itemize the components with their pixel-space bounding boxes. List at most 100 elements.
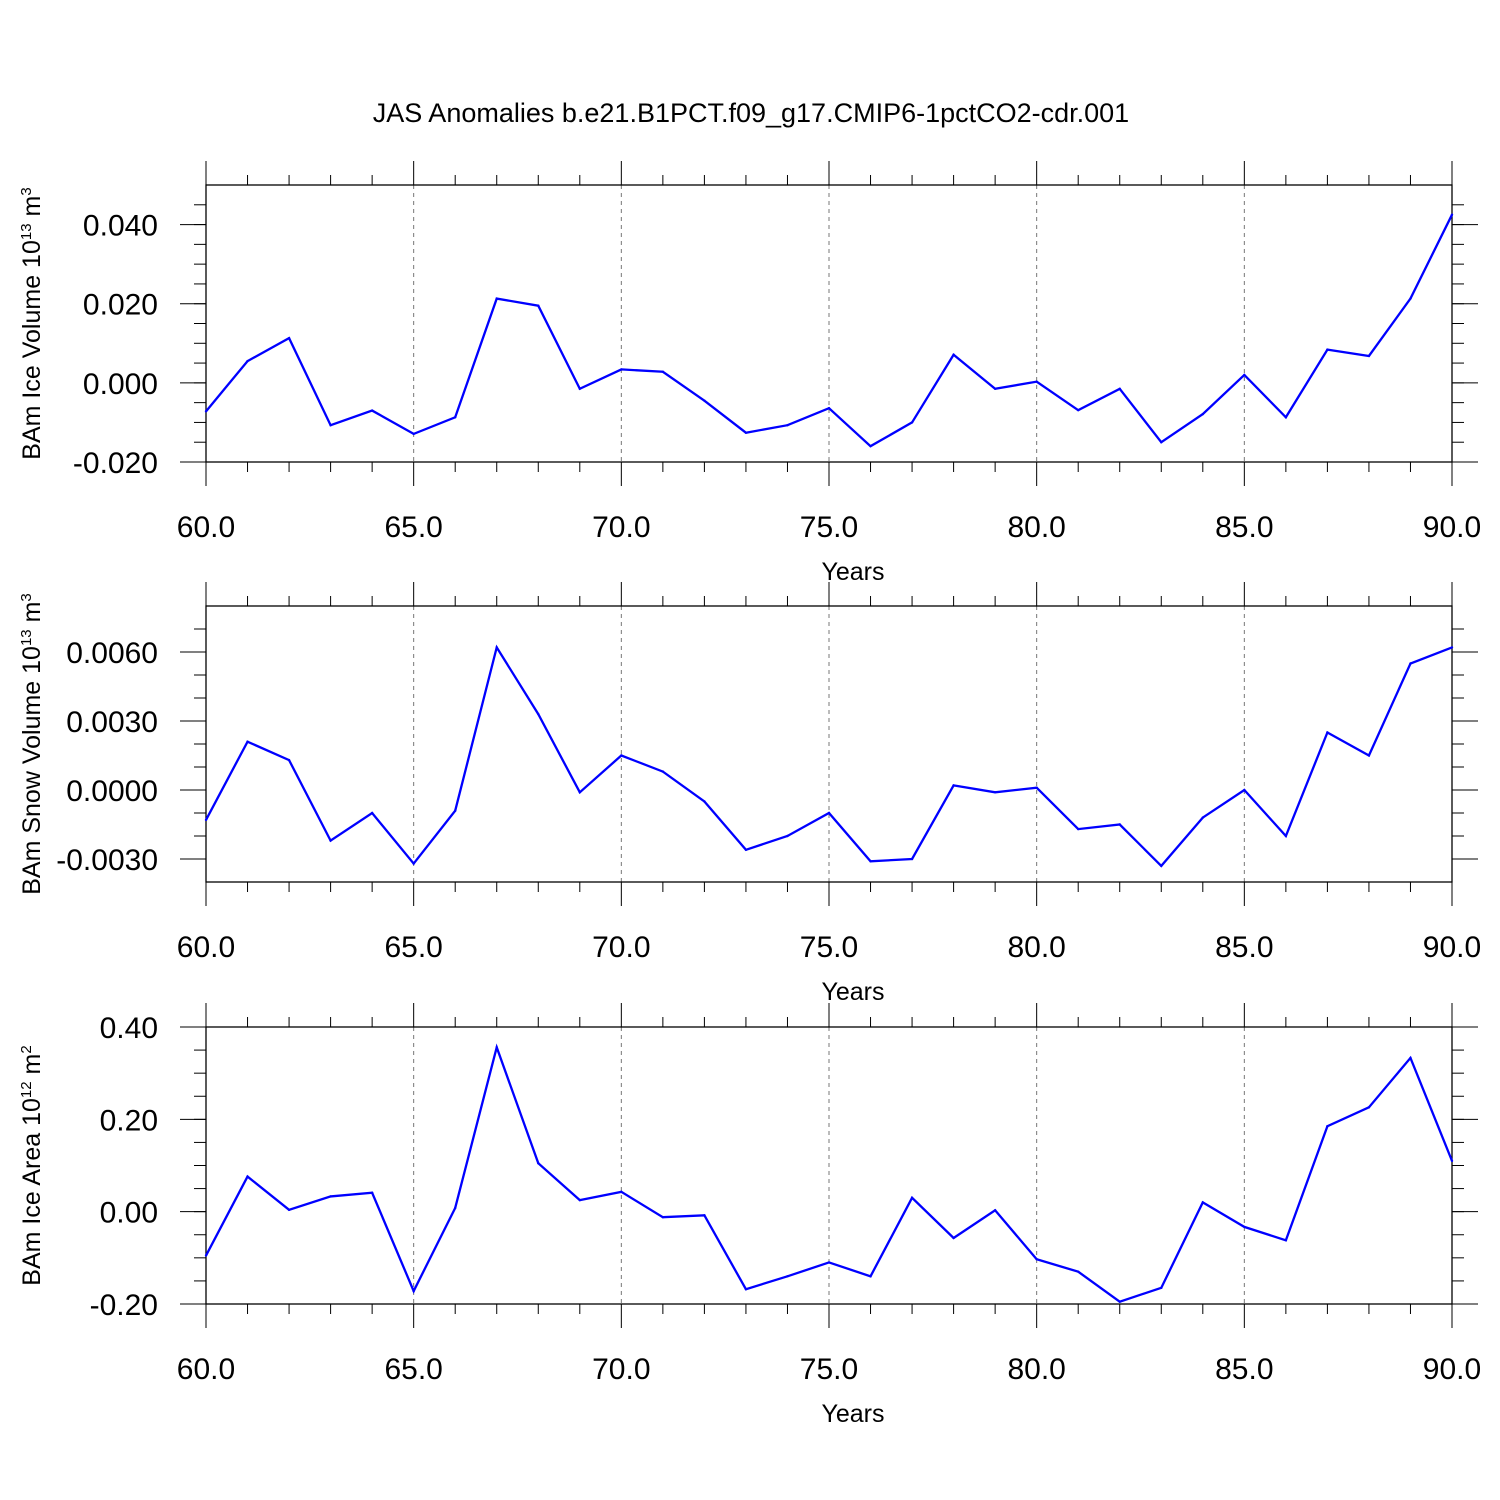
y-tick-label: -0.20	[90, 1289, 158, 1322]
data-point	[827, 1261, 831, 1264]
data-point	[370, 409, 374, 412]
data-point	[786, 1275, 789, 1278]
x-tick-label: 65.0	[384, 1353, 442, 1386]
data-point	[495, 1046, 498, 1049]
data-point	[1367, 354, 1371, 358]
data-point	[1035, 1258, 1038, 1261]
y-axis-label-superscript: 12	[18, 1081, 35, 1098]
x-tick-label: 60.0	[177, 931, 235, 964]
data-point	[454, 416, 457, 419]
data-point	[412, 432, 415, 436]
data-point	[786, 834, 789, 838]
data-point	[1035, 786, 1038, 789]
data-point	[246, 1175, 249, 1178]
data-point	[287, 1208, 291, 1212]
y-tick-label: -0.020	[73, 447, 158, 480]
x-tick-label: 75.0	[800, 931, 858, 964]
data-point	[1160, 1286, 1163, 1290]
x-tick-label: 75.0	[800, 511, 858, 544]
data-point	[204, 410, 208, 413]
x-tick-label: 90.0	[1423, 511, 1481, 544]
chart-panel-1: -0.020 0.000 0.020 0.040 60.0 65.0 70.0 75.0 80.…	[18, 161, 1481, 586]
data-point	[1201, 816, 1205, 819]
x-tick-label: 70.0	[592, 511, 650, 544]
data-point	[370, 1191, 374, 1194]
data-point	[1450, 213, 1454, 216]
data-point	[1409, 297, 1412, 300]
y-axis-label-text: 10	[18, 240, 46, 268]
x-tick-label: 80.0	[1007, 1353, 1065, 1386]
y-tick-label: 0.0000	[66, 775, 158, 808]
x-axis-label: Years	[821, 558, 884, 586]
y-axis-label-text: 10	[18, 1098, 46, 1126]
data-point	[744, 848, 748, 851]
y-tick-label: 0.20	[100, 1104, 158, 1137]
data-point	[1160, 864, 1163, 868]
data-point	[1326, 1125, 1329, 1128]
data-point	[1450, 1159, 1454, 1163]
data-point	[329, 1195, 332, 1198]
y-axis-label-text: m	[18, 1054, 46, 1082]
data-point	[1326, 348, 1329, 351]
data-point	[993, 791, 997, 794]
chart-panel-2: -0.0030 0.0000 0.0030 0.0060 60.0 65.0 70.0 75.…	[18, 582, 1481, 1006]
data-point	[1035, 380, 1038, 383]
data-point	[1284, 834, 1288, 838]
data-point	[537, 304, 540, 307]
data-point	[1201, 1201, 1205, 1204]
y-axis-label-superscript: 2	[18, 1045, 35, 1053]
data-point	[952, 1236, 955, 1240]
data-point	[1077, 827, 1080, 831]
x-axis-label: Years	[821, 978, 884, 1006]
data-point	[204, 818, 208, 822]
x-tick-label: 75.0	[800, 1353, 858, 1386]
data-point	[412, 1289, 415, 1293]
y-tick-label: 0.0060	[66, 637, 158, 670]
data-point	[1077, 1270, 1080, 1273]
data-point	[1243, 373, 1246, 377]
x-tick-label: 70.0	[592, 931, 650, 964]
data-point	[993, 1209, 997, 1212]
x-tick-label: 80.0	[1007, 931, 1065, 964]
y-tick-label: 0.00	[100, 1197, 158, 1230]
data-point	[910, 857, 914, 861]
data-point	[744, 1288, 748, 1291]
y-tick-label: -0.0030	[56, 844, 158, 877]
x-tick-label: 80.0	[1007, 511, 1065, 544]
data-point	[578, 387, 581, 390]
data-point	[1409, 1056, 1412, 1060]
data-point	[993, 387, 997, 390]
data-point	[1284, 1239, 1288, 1242]
data-point	[1450, 646, 1454, 649]
y-axis-label-superscript: 13	[18, 223, 35, 240]
data-point	[620, 754, 623, 757]
x-tick-label: 60.0	[177, 511, 235, 544]
x-tick-label: 70.0	[592, 1353, 650, 1386]
chart-panel-3: -0.20 0.00 0.20 0.40 60.0 65.0 70.0 75.0 80.0 85.…	[18, 1003, 1481, 1428]
data-point	[744, 431, 748, 434]
x-tick-label: 65.0	[384, 511, 442, 544]
data-point	[952, 353, 955, 356]
x-tick-label: 90.0	[1423, 1353, 1481, 1386]
data-point	[537, 1161, 540, 1165]
data-point	[1367, 754, 1371, 757]
data-point	[537, 712, 540, 716]
data-point	[1118, 1300, 1121, 1303]
data-point	[495, 646, 498, 649]
y-tick-label: 0.000	[83, 368, 158, 401]
data-point	[1160, 441, 1163, 444]
x-tick-label: 85.0	[1215, 1353, 1273, 1386]
data-point	[661, 770, 665, 773]
data-point	[1409, 662, 1412, 665]
x-tick-label: 90.0	[1423, 931, 1481, 964]
data-point	[661, 1216, 665, 1219]
data-point	[1326, 731, 1329, 734]
data-point	[703, 800, 706, 803]
data-point	[287, 758, 291, 762]
y-tick-label: 0.0030	[66, 706, 158, 739]
y-axis-label: BAm Snow Volume 1013 m3	[18, 593, 46, 895]
y-axis-label: BAm Ice Volume 1013 m3	[18, 187, 46, 459]
data-point	[1367, 1106, 1371, 1109]
data-point	[1118, 823, 1121, 826]
